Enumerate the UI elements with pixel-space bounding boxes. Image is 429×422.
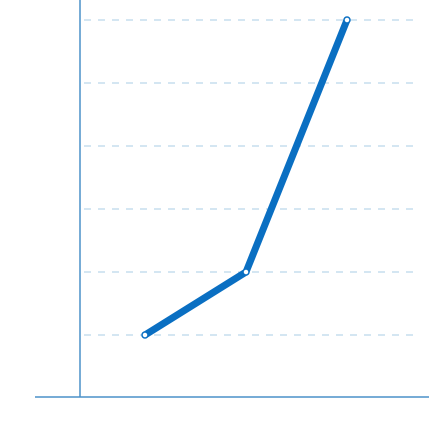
series-layer <box>141 16 351 339</box>
axes <box>35 0 429 398</box>
data-point-3 <box>343 16 351 24</box>
data-point-1 <box>141 331 149 339</box>
series-line-1 <box>141 16 351 339</box>
gridlines <box>84 19 418 336</box>
data-point-2 <box>242 268 250 276</box>
